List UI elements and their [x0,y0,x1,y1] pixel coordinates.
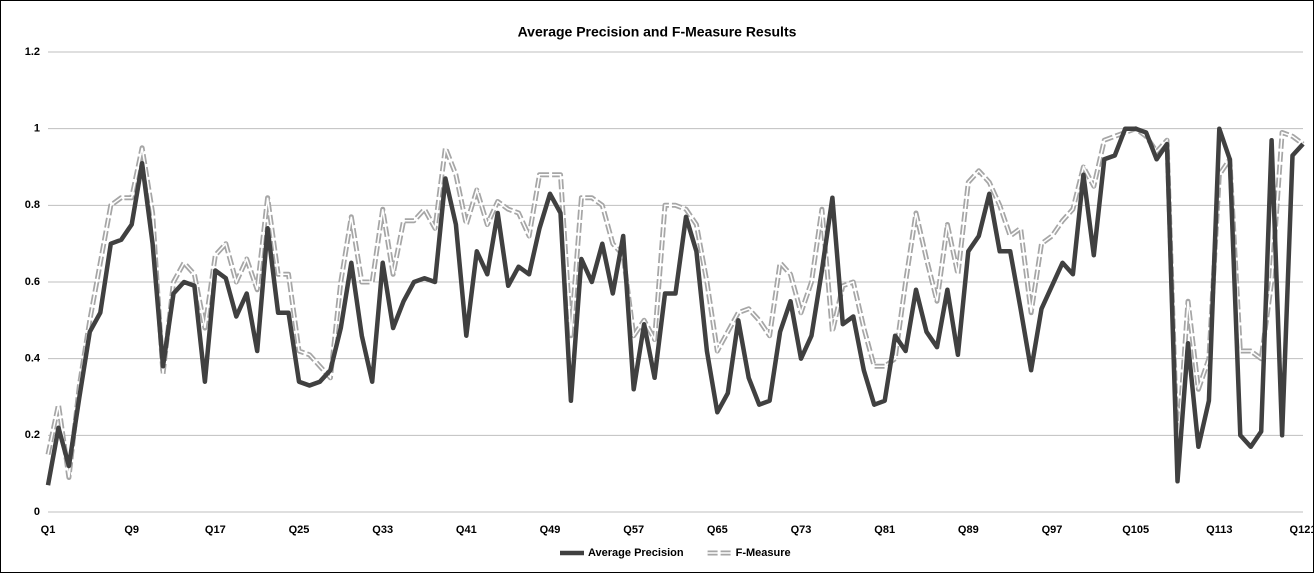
x-tick-label: Q73 [791,524,812,536]
x-tick-label: Q33 [372,524,393,536]
x-tick-label: Q97 [1042,524,1063,536]
y-tick-label: 1 [34,123,40,135]
legend-label: Average Precision [588,547,684,559]
legend-label: F-Measure [736,547,791,559]
x-tick-label: Q17 [205,524,226,536]
x-tick-label: Q25 [289,524,310,536]
x-tick-label: Q1 [41,524,56,536]
x-tick-label: Q113 [1206,524,1232,536]
x-tick-label: Q105 [1122,524,1149,536]
y-tick-label: 0.8 [25,199,40,211]
x-tick-label: Q9 [124,524,139,536]
y-tick-label: 0.6 [25,276,40,288]
x-tick-label: Q65 [707,524,728,536]
y-tick-label: 1.2 [25,46,40,58]
line-series-inner [47,127,1304,478]
y-tick-label: 0 [34,506,40,518]
y-tick-label: 0.4 [25,353,41,365]
x-tick-label: Q89 [958,524,979,536]
x-tick-label: Q57 [623,524,644,536]
x-tick-label: Q81 [874,524,895,536]
y-tick-label: 0.2 [25,429,40,441]
chart-title: Average Precision and F-Measure Results [518,24,797,40]
line-series [45,126,1305,486]
x-tick-label: Q49 [540,524,561,536]
x-tick-label: Q121 [1290,524,1314,536]
x-tick-label: Q41 [456,524,477,536]
